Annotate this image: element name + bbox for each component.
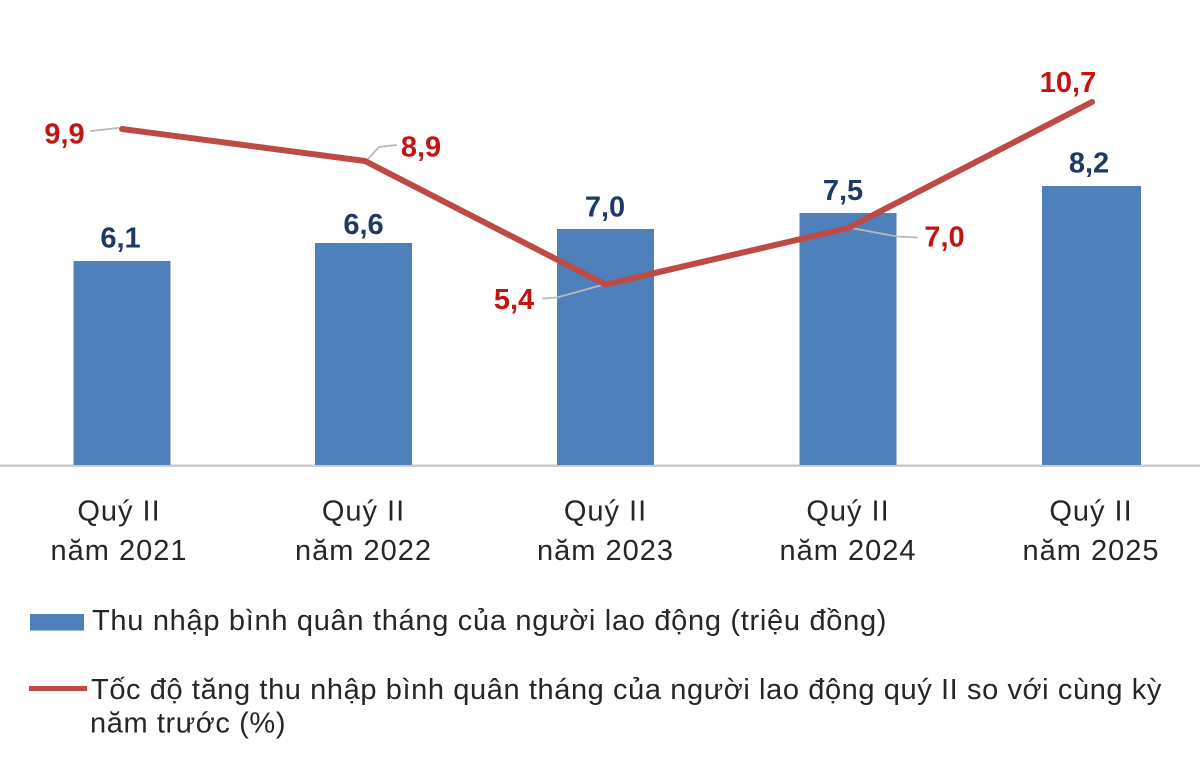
svg-text:8,9: 8,9 [401, 132, 441, 164]
svg-text:năm 2024: năm 2024 [780, 535, 917, 567]
svg-text:7,0: 7,0 [924, 222, 964, 254]
svg-text:6,6: 6,6 [343, 209, 383, 241]
svg-text:Quý II: Quý II [806, 496, 889, 528]
svg-text:Quý II: Quý II [1049, 496, 1132, 528]
svg-text:6,1: 6,1 [100, 223, 140, 255]
svg-text:10,7: 10,7 [1040, 67, 1096, 99]
svg-text:8,2: 8,2 [1069, 148, 1109, 180]
svg-text:Quý II: Quý II [77, 496, 160, 528]
svg-text:Quý II: Quý II [564, 496, 647, 528]
svg-text:Quý II: Quý II [322, 496, 405, 528]
svg-text:Thu nhập bình quân tháng của n: Thu nhập bình quân tháng của người lao đ… [92, 605, 887, 637]
svg-text:7,0: 7,0 [585, 192, 625, 224]
svg-text:năm 2023: năm 2023 [537, 535, 674, 567]
svg-text:9,9: 9,9 [44, 119, 84, 151]
svg-text:năm trước (%): năm trước (%) [90, 708, 286, 740]
svg-text:7,5: 7,5 [823, 175, 863, 207]
svg-text:5,4: 5,4 [494, 284, 534, 316]
svg-text:Tốc độ tăng thu nhập bình quân: Tốc độ tăng thu nhập bình quân tháng của… [91, 674, 1162, 706]
svg-text:năm 2021: năm 2021 [51, 535, 188, 567]
svg-text:năm 2025: năm 2025 [1023, 535, 1160, 567]
svg-text:năm 2022: năm 2022 [295, 535, 432, 567]
